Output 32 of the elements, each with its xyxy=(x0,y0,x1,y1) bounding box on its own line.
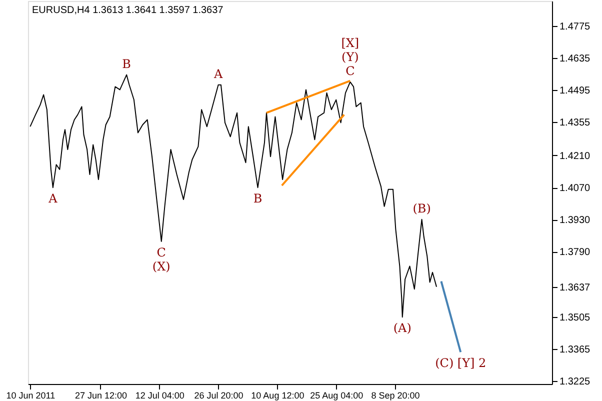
annotation: (A) xyxy=(393,321,412,336)
annotation: (C) [Y] 2 xyxy=(435,356,486,370)
x-tick-label: 25 Aug 04:00 xyxy=(310,390,364,400)
x-tick-label: 12 Jul 04:00 xyxy=(135,390,184,400)
x-tick-label: 27 Jun 12:00 xyxy=(74,390,127,400)
y-tick-label: 1.4070 xyxy=(560,183,591,194)
x-tick-label: 10 Jun 2011 xyxy=(6,390,56,400)
annotation: [X] xyxy=(341,36,360,50)
y-tick-label: 1.4355 xyxy=(560,118,591,129)
y-tick-label: 1.3225 xyxy=(560,376,591,388)
x-tick-label: 10 Aug 12:00 xyxy=(251,390,304,400)
y-tick-label: 1.4775 xyxy=(560,21,591,32)
annotation: A xyxy=(48,192,58,206)
x-tick-label: 26 Jul 20:00 xyxy=(194,390,244,400)
y-tick-label: 1.3637 xyxy=(560,282,591,294)
y-tick-label: 1.3790 xyxy=(560,247,591,258)
y-tick-label: 1.4495 xyxy=(560,86,591,97)
annotation: C xyxy=(346,64,355,78)
y-tick-label: 1.3365 xyxy=(560,344,591,356)
annotation: A xyxy=(212,66,223,81)
y-tick-label: 1.3505 xyxy=(560,312,591,324)
chart-title: EURUSD,H4 1.3613 1.3641 1.3597 1.3637 xyxy=(32,5,224,16)
annotation: (Y) xyxy=(342,50,359,64)
y-tick-label: 1.4210 xyxy=(560,150,591,162)
annotation: (B) xyxy=(412,201,431,216)
y-tick-label: 1.4635 xyxy=(560,54,591,65)
x-tick-label: 8 Sep 20:00 xyxy=(371,390,420,400)
annotation: B xyxy=(122,56,132,71)
annotation: (X) xyxy=(152,259,170,274)
annotation: C xyxy=(156,245,166,260)
y-tick-label: 1.3930 xyxy=(560,215,591,226)
annotation: B xyxy=(253,192,262,206)
